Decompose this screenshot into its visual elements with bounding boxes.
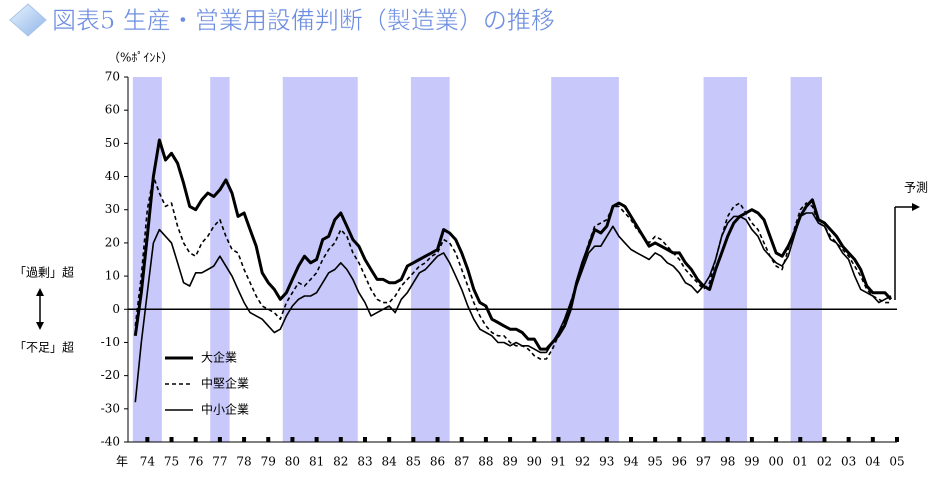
x-tick bbox=[338, 437, 343, 442]
x-tick-label: 92 bbox=[575, 455, 590, 469]
x-tick-label: 84 bbox=[382, 455, 398, 469]
x-tick-label: 99 bbox=[744, 455, 759, 469]
x-tick-label: 05 bbox=[889, 455, 904, 469]
x-tick bbox=[895, 437, 899, 442]
x-tick bbox=[532, 437, 537, 442]
x-tick bbox=[604, 437, 609, 442]
x-tick-label: 74 bbox=[140, 455, 156, 469]
x-tick-label: 04 bbox=[865, 455, 881, 469]
x-tick-label: 91 bbox=[551, 455, 566, 469]
x-tick-label: 00 bbox=[768, 455, 783, 469]
shaded-region bbox=[790, 77, 823, 442]
y-tick-label: -20 bbox=[101, 368, 120, 382]
y-tick-label: 70 bbox=[105, 70, 120, 84]
chart-title: 図表5 生産・営業用設備判断（製造業）の推移 bbox=[52, 7, 555, 35]
x-tick bbox=[677, 437, 682, 442]
y-tick-label: -10 bbox=[101, 335, 120, 349]
x-tick-label: 98 bbox=[720, 455, 735, 469]
upper-annotation: 「過剰」超 bbox=[14, 265, 74, 280]
x-tick-label: 01 bbox=[793, 455, 808, 469]
x-tick-label: 93 bbox=[599, 455, 614, 469]
y-tick-label: 40 bbox=[105, 169, 120, 183]
y-tick-label: 30 bbox=[105, 202, 120, 216]
forecast-label: 予測 bbox=[904, 181, 928, 195]
y-tick-label: -40 bbox=[101, 435, 120, 449]
y-tick-label: 10 bbox=[105, 269, 120, 283]
legend-label: 中堅企業 bbox=[201, 376, 249, 391]
x-tick bbox=[314, 437, 319, 442]
x-label: 年 bbox=[116, 455, 128, 469]
x-tick bbox=[145, 437, 150, 442]
x-tick bbox=[193, 437, 198, 442]
x-tick-label: 81 bbox=[309, 455, 324, 469]
x-tick bbox=[628, 437, 633, 442]
x-tick-label: 87 bbox=[454, 455, 469, 469]
x-tick-label: 75 bbox=[164, 455, 179, 469]
x-tick bbox=[242, 437, 247, 442]
x-tick-label: 82 bbox=[333, 455, 348, 469]
shaded-region bbox=[703, 77, 748, 442]
x-tick-label: 03 bbox=[841, 455, 856, 469]
shaded-region bbox=[282, 77, 358, 442]
x-tick-label: 02 bbox=[817, 455, 832, 469]
y-tick-label: 50 bbox=[105, 136, 120, 150]
y-tick-label: 0 bbox=[112, 302, 120, 316]
x-tick-label: 97 bbox=[696, 455, 711, 469]
double-arrow bbox=[36, 288, 44, 330]
shaded-region bbox=[210, 77, 230, 442]
x-tick-label: 89 bbox=[502, 455, 517, 469]
x-tick-label: 76 bbox=[188, 455, 203, 469]
x-tick bbox=[870, 437, 875, 442]
x-tick bbox=[411, 437, 416, 442]
x-tick-label: 85 bbox=[406, 455, 421, 469]
x-tick-label: 86 bbox=[430, 455, 445, 469]
y-tick-label: 60 bbox=[105, 103, 120, 117]
series-line bbox=[134, 212, 892, 403]
x-tick bbox=[556, 437, 561, 442]
x-tick-label: 78 bbox=[236, 455, 251, 469]
x-tick bbox=[846, 437, 851, 442]
x-tick bbox=[266, 437, 271, 442]
x-tick-label: 88 bbox=[478, 455, 493, 469]
title-icon bbox=[9, 3, 47, 37]
x-tick bbox=[290, 437, 295, 442]
x-tick bbox=[798, 437, 803, 442]
x-tick-label: 94 bbox=[623, 455, 639, 469]
series-line bbox=[133, 138, 893, 351]
x-tick bbox=[483, 437, 488, 442]
forecast-arrow bbox=[894, 203, 920, 300]
x-tick bbox=[580, 437, 585, 442]
x-tick-label: 77 bbox=[212, 455, 227, 469]
x-tick bbox=[459, 437, 464, 442]
x-tick bbox=[508, 437, 513, 442]
x-tick-label: 83 bbox=[357, 455, 372, 469]
x-tick bbox=[653, 437, 658, 442]
x-tick bbox=[725, 437, 730, 442]
legend-label: 中小企業 bbox=[201, 402, 249, 417]
x-tick bbox=[749, 437, 754, 442]
x-tick bbox=[701, 437, 706, 442]
y-unit: （%ﾎﾟｲﾝﾄ） bbox=[108, 51, 173, 65]
x-tick-label: 95 bbox=[648, 455, 663, 469]
legend-label: 大企業 bbox=[201, 350, 237, 365]
x-tick-label: 79 bbox=[261, 455, 276, 469]
x-tick-label: 80 bbox=[285, 455, 300, 469]
x-tick bbox=[435, 437, 440, 442]
x-tick bbox=[774, 437, 779, 442]
x-tick bbox=[387, 437, 392, 442]
lower-annotation: 「不足」超 bbox=[14, 340, 74, 355]
y-tick-label: 20 bbox=[105, 235, 120, 249]
y-tick-label: -30 bbox=[101, 401, 120, 415]
series-line bbox=[134, 175, 891, 360]
x-tick bbox=[169, 437, 174, 442]
x-tick bbox=[217, 437, 222, 442]
x-tick-label: 90 bbox=[527, 455, 542, 469]
x-tick bbox=[822, 437, 827, 442]
x-tick-label: 96 bbox=[672, 455, 687, 469]
x-tick bbox=[362, 437, 367, 442]
